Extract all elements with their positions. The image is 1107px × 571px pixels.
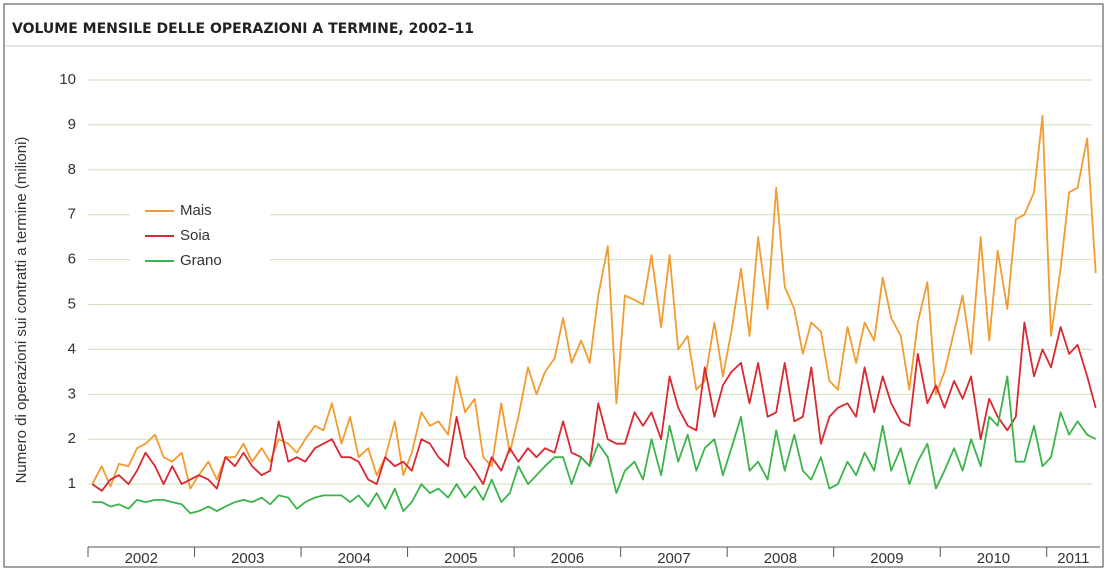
line-series bbox=[91, 321, 1097, 492]
x-tick-label: 2004 bbox=[338, 550, 371, 567]
x-tick-label: 2006 bbox=[551, 550, 584, 567]
frame bbox=[3, 3, 1104, 568]
y-tick-label: 5 bbox=[68, 295, 76, 312]
x-tick-label: 2007 bbox=[657, 550, 690, 567]
y-tick-label: 9 bbox=[68, 116, 76, 133]
x-tick-label: 2011 bbox=[1057, 550, 1089, 567]
x-tick-label: 2010 bbox=[977, 550, 1010, 567]
legend-label: Mais bbox=[180, 202, 212, 219]
line-series bbox=[92, 375, 1097, 515]
y-tick-label: 10 bbox=[59, 71, 76, 88]
x-tick-label: 2008 bbox=[764, 550, 797, 567]
y-axis-label: Numero di operazioni sui contratti a ter… bbox=[13, 137, 30, 484]
line-series bbox=[91, 115, 1097, 490]
y-tick-label: 1 bbox=[68, 475, 76, 492]
y-tick-label: 7 bbox=[68, 206, 76, 223]
y-tick-label: 8 bbox=[68, 161, 76, 178]
legend-label: Grano bbox=[180, 252, 222, 269]
y-tick-label: 4 bbox=[68, 340, 76, 357]
x-tick-label: 2003 bbox=[231, 550, 264, 567]
x-tick-label: 2002 bbox=[125, 550, 158, 567]
legend-label: Soia bbox=[180, 227, 211, 244]
chart-title: VOLUME MENSILE DELLE OPERAZIONI A TERMIN… bbox=[12, 21, 474, 37]
y-tick-label: 6 bbox=[68, 251, 76, 268]
y-tick-label: 2 bbox=[68, 430, 76, 447]
y-tick-label: 3 bbox=[68, 385, 76, 402]
x-tick-label: 2009 bbox=[870, 550, 903, 567]
x-tick-label: 2005 bbox=[444, 550, 477, 567]
